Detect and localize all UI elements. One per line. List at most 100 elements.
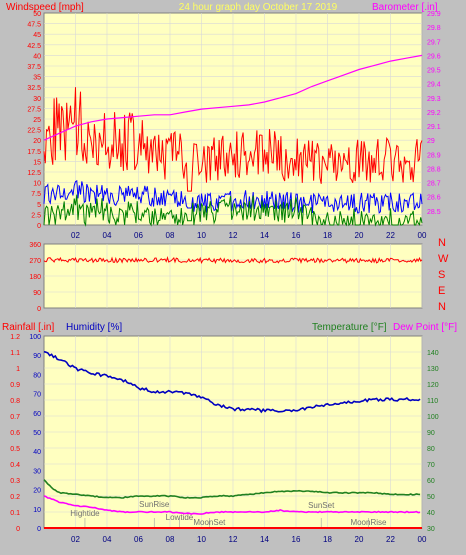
temperature-tick-label: 80 [427,446,435,453]
windspeed-tick-label: 25 [33,117,41,124]
time-tick-label: 14 [260,535,269,544]
time-tick-label: 16 [292,535,301,544]
time-tick-label: 12 [229,231,238,240]
windspeed-tick-label: 35 [33,75,41,82]
event-label: SunRise [139,500,170,509]
rainfall-tick-label: 0.8 [10,398,20,405]
temperature-axis-title: Temperature [°F] [312,322,387,333]
humidity-tick-label: 0 [37,526,41,533]
event-label: Lowtide [166,513,194,522]
wind-gust-line [43,87,423,192]
wind-direction-tick-label: 0 [37,306,41,313]
barometer-tick-label: 28.5 [427,209,441,216]
time-tick-label: 18 [323,535,332,544]
barometer-tick-label: 28.7 [427,181,441,188]
humidity-tick-label: 80 [33,372,41,379]
barometer-tick-label: 28.8 [427,166,441,173]
humidity-tick-label: 10 [33,507,41,514]
time-tick-label: 10 [197,535,206,544]
temperature-line [43,479,421,499]
windspeed-tick-label: 30 [33,96,41,103]
humidity-tick-label: 90 [33,353,41,360]
rainfall-tick-label: 1.2 [10,334,20,341]
temperature-tick-label: 100 [427,414,439,421]
wind-direction-line [43,256,423,265]
temperature-tick-label: 50 [427,494,435,501]
time-tick-label: 06 [134,231,143,240]
windspeed-tick-label: 7.5 [31,191,41,198]
time-tick-label: 06 [134,535,143,544]
windspeed-tick-label: 10 [33,181,41,188]
wind-baro-panel: 0 2.5 5 7.5 10 12.5 15 17.5 20 22.5 25 27.5 30 32.5 35… [27,11,440,240]
event-label: MoonSet [193,518,226,527]
time-tick-label: 08 [166,535,175,544]
humidity-tick-label: 50 [33,430,41,437]
barometer-axis-title: Barometer [.in] [372,2,438,13]
time-tick-label: 12 [229,535,238,544]
windspeed-tick-label: 32.5 [27,85,41,92]
barometer-tick-label: 29 [427,138,435,145]
rainfall-tick-label: 0.3 [10,478,20,485]
windspeed-tick-label: 40 [33,53,41,60]
wind-direction-tick-label: 180 [29,274,41,281]
time-tick-label: 02 [71,231,80,240]
barometer-tick-label: 29.6 [427,53,441,60]
humidity-tick-label: 70 [33,392,41,399]
time-tick-label: 22 [386,535,395,544]
rainfall-tick-label: 0.5 [10,446,20,453]
time-tick-label: 20 [355,231,364,240]
windspeed-tick-label: 12.5 [27,170,41,177]
barometer-line [43,54,423,141]
windspeed-tick-label: 27.5 [27,106,41,113]
windspeed-tick-label: 42.5 [27,43,41,50]
humidity-tick-label: 30 [33,468,41,475]
time-tick-label: 14 [260,231,269,240]
wind-direction-tick-label: 90 [33,290,41,297]
wind-direction-tick-label: 360 [29,242,41,249]
windspeed-tick-label: 45 [33,32,41,39]
barometer-tick-label: 29.3 [427,96,441,103]
windspeed-tick-label: 20 [33,138,41,145]
dewpoint-axis-title: Dew Point [°F] [393,322,457,333]
rainfall-tick-label: 0.4 [10,462,20,469]
barometer-tick-label: 29.9 [427,11,441,18]
barometer-tick-label: 28.9 [427,152,441,159]
rainfall-tick-label: 0 [16,526,20,533]
event-label: SunSet [308,501,335,510]
compass-label: N [438,237,446,249]
rainfall-tick-label: 0.1 [10,510,20,517]
temperature-tick-label: 110 [427,398,438,405]
windspeed-tick-label: 5 [37,202,41,209]
temperature-tick-label: 60 [427,478,435,485]
rainfall-tick-label: 0.2 [10,494,20,501]
wind-average-line [43,179,423,214]
barometer-tick-label: 29.7 [427,39,441,46]
compass-label: W [438,253,449,265]
time-tick-label: 20 [355,535,364,544]
wind-direction-tick-label: 270 [29,258,41,265]
time-tick-label: 16 [292,231,301,240]
windspeed-tick-label: 17.5 [27,149,41,156]
humidity-tick-label: 40 [33,449,41,456]
time-tick-label: 22 [386,231,395,240]
temperature-tick-label: 120 [427,382,439,389]
event-label: MoonRise [350,518,387,527]
windspeed-tick-label: 47.5 [27,22,41,29]
rainfall-tick-label: 0.9 [10,382,20,389]
chart-title: 24 hour graph day October 17 2019 [179,2,338,13]
rainfall-tick-label: 0.6 [10,430,20,437]
windspeed-tick-label: 2.5 [31,212,41,219]
barometer-tick-label: 28.6 [427,195,441,202]
dewpoint-line [43,495,421,515]
barometer-tick-label: 29.1 [427,124,441,131]
wind-low-line [43,194,423,227]
barometer-tick-label: 29.8 [427,25,441,32]
time-tick-label: 00 [418,231,427,240]
temperature-tick-label: 140 [427,350,439,357]
compass-label: E [438,285,445,297]
temperature-tick-label: 130 [427,366,439,373]
rainfall-tick-label: 1 [16,366,20,373]
